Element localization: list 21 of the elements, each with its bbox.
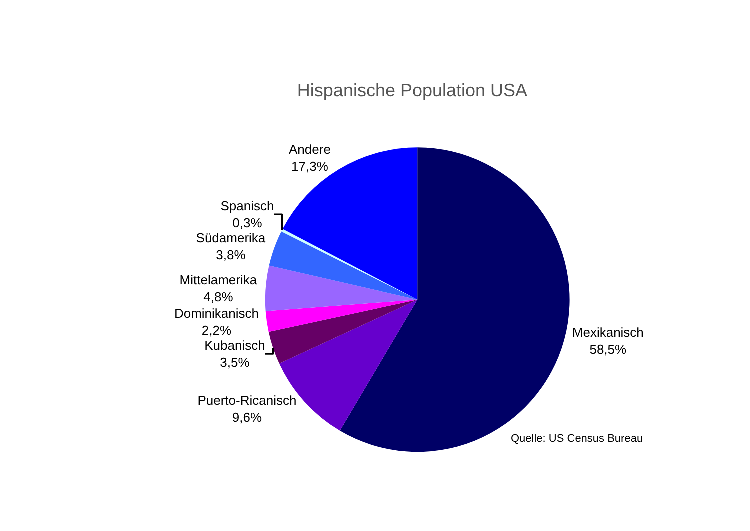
data-label: 9,6% bbox=[232, 410, 262, 426]
slice-label: Mexikanisch bbox=[572, 325, 644, 340]
slice-label: Mittelamerika bbox=[180, 272, 258, 288]
data-label: 0,3% bbox=[232, 216, 263, 231]
data-label: 2,2% bbox=[202, 323, 232, 338]
data-label: 3,5% bbox=[220, 354, 250, 370]
slice-label: Spanisch bbox=[220, 198, 274, 214]
pie-slice bbox=[265, 266, 418, 312]
data-label: 4,8% bbox=[204, 289, 234, 304]
source-note: Quelle: US Census Bureau bbox=[511, 433, 644, 445]
slice-label: Kubanisch bbox=[204, 338, 266, 354]
slice-label: Puerto-Ricanisch bbox=[198, 393, 297, 408]
pie-slice bbox=[268, 300, 418, 364]
data-label: 17,3% bbox=[292, 158, 329, 174]
chart-title: Hispanische Population USA bbox=[297, 80, 528, 101]
pie-slice bbox=[266, 300, 418, 332]
data-label: 58,5% bbox=[590, 342, 628, 358]
data-label: 3,8% bbox=[216, 247, 246, 262]
slice-label: Südamerika bbox=[196, 230, 266, 246]
slice-label: Dominikanisch bbox=[174, 306, 259, 322]
slice-label: Andere bbox=[288, 142, 331, 157]
